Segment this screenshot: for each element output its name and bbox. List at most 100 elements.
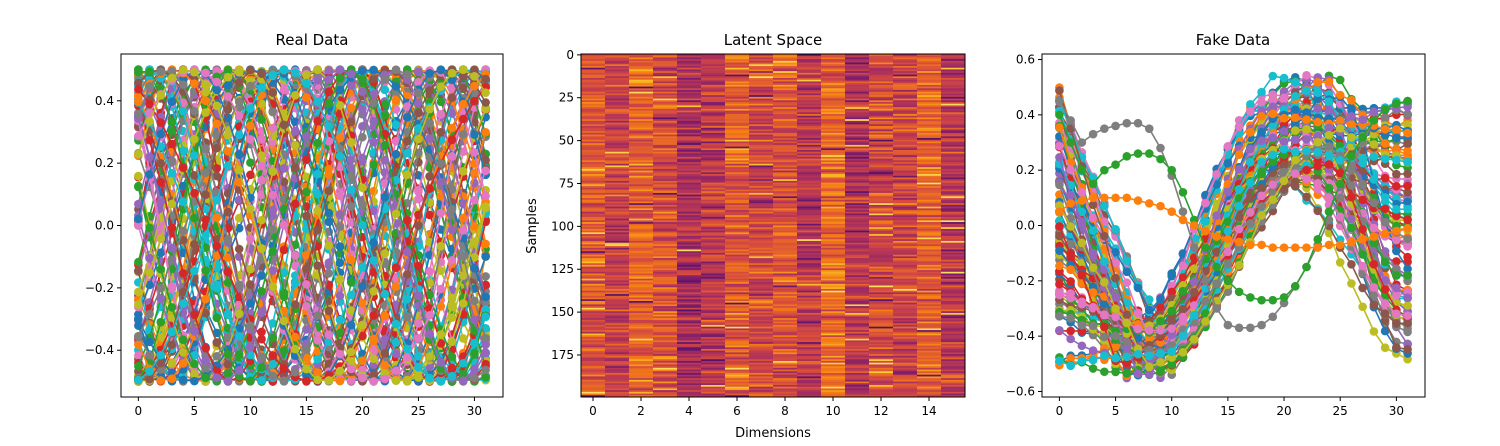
data-point — [470, 195, 479, 205]
heatmap-cell — [725, 324, 750, 328]
data-point — [313, 311, 322, 320]
heatmap-cell — [677, 127, 702, 131]
data-point — [436, 97, 446, 107]
heatmap-cell — [605, 88, 630, 91]
heatmap-cell — [725, 122, 750, 125]
heatmap-cell — [605, 177, 630, 180]
data-point — [346, 185, 356, 195]
heatmap-cell — [581, 170, 606, 173]
data-point — [134, 131, 143, 141]
heatmap-cell — [605, 206, 630, 209]
heatmap-cell — [653, 96, 678, 100]
heatmap-cell — [701, 307, 726, 311]
data-point — [358, 373, 367, 383]
heatmap-cell — [581, 91, 606, 95]
heatmap-cell — [677, 287, 702, 290]
heatmap-cell — [749, 132, 774, 136]
heatmap-cell — [677, 64, 702, 67]
heatmap-cell — [725, 136, 750, 139]
heatmap-cell — [725, 206, 750, 209]
data-point — [358, 66, 367, 76]
heatmap-cell — [749, 239, 774, 242]
data-point — [436, 266, 446, 276]
data-point — [279, 65, 289, 74]
heatmap-cell — [629, 338, 654, 342]
data-point — [156, 67, 166, 77]
heatmap-cell — [725, 179, 750, 182]
heatmap-cell — [677, 283, 702, 287]
heatmap-cell — [581, 100, 606, 103]
heatmap-cell — [653, 218, 678, 221]
data-point — [290, 68, 300, 77]
data-point — [335, 222, 345, 231]
heatmap-cell — [701, 386, 726, 390]
data-point — [369, 74, 378, 83]
heatmap-cell — [701, 319, 726, 323]
heatmap-cell — [629, 372, 654, 376]
heatmap-cell — [701, 352, 726, 355]
heatmap-cell — [629, 302, 654, 305]
heatmap-cell — [749, 69, 774, 72]
data-point — [436, 357, 446, 367]
data-point — [178, 226, 188, 236]
heatmap-cell — [677, 177, 702, 180]
heatmap-cell — [605, 91, 630, 95]
heatmap-cell — [701, 235, 726, 239]
heatmap-cell — [725, 67, 750, 71]
heatmap-cell — [749, 83, 774, 86]
heatmap-cell — [629, 105, 654, 108]
heatmap-cell — [701, 127, 726, 131]
heatmap-cell — [653, 235, 678, 239]
heatmap-cell — [653, 163, 678, 167]
data-point — [313, 97, 322, 106]
data-point — [324, 186, 334, 196]
heatmap-cell — [725, 156, 750, 160]
data-point — [201, 168, 210, 177]
heatmap-cell — [581, 261, 606, 264]
heatmap-cell — [701, 321, 726, 324]
heatmap-cell — [725, 98, 750, 101]
heatmap-cell — [653, 311, 678, 314]
heatmap-cell — [677, 239, 702, 242]
heatmap-cell — [581, 71, 606, 74]
heatmap-cell — [581, 223, 606, 227]
heatmap-cell — [653, 234, 678, 237]
x-tick-label: 20 — [355, 404, 370, 418]
data-point — [156, 234, 166, 243]
heatmap-cell — [677, 138, 702, 141]
heatmap-cell — [725, 384, 750, 388]
heatmap-cell — [629, 276, 654, 280]
heatmap-cell — [653, 204, 678, 208]
heatmap-cell — [677, 134, 702, 137]
data-point — [302, 345, 311, 354]
heatmap-cell — [701, 54, 726, 57]
heatmap-cell — [749, 218, 774, 221]
heatmap-cell — [581, 96, 606, 100]
heatmap-cell — [653, 306, 678, 309]
heatmap-cell — [725, 126, 750, 129]
heatmap-cell — [749, 227, 774, 230]
data-point — [178, 269, 188, 278]
heatmap-cell — [677, 222, 702, 225]
heatmap-cell — [629, 160, 654, 163]
heatmap-cell — [605, 254, 630, 257]
heatmap-cell — [653, 232, 678, 235]
data-point — [380, 192, 390, 202]
heatmap-cell — [629, 283, 654, 287]
heatmap-cell — [677, 271, 702, 275]
heatmap-cell — [605, 66, 630, 69]
heatmap-cell — [629, 268, 654, 271]
data-point — [246, 264, 255, 274]
heatmap-cell — [629, 270, 654, 273]
heatmap-cell — [749, 235, 774, 239]
data-point — [402, 215, 412, 225]
heatmap-cell — [677, 386, 702, 390]
heatmap-cell — [677, 206, 702, 209]
data-point — [290, 279, 300, 288]
heatmap-cell — [677, 114, 702, 117]
heatmap-cell — [581, 256, 606, 259]
data-point — [414, 319, 423, 328]
data-point — [425, 104, 434, 114]
heatmap-cell — [749, 84, 774, 88]
heatmap-cell — [725, 59, 750, 62]
